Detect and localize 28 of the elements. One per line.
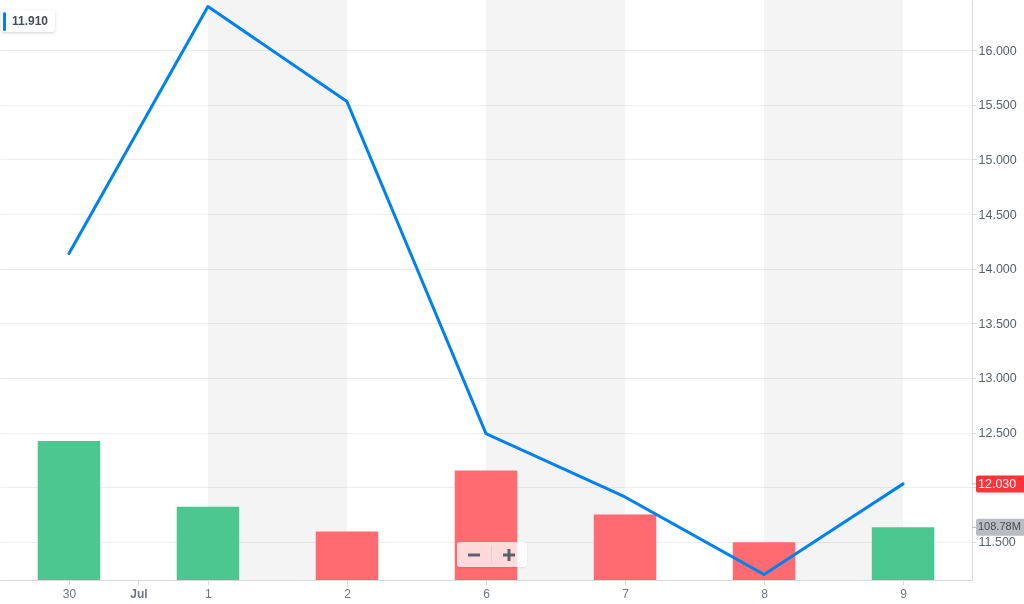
y-tick-label: 12.030 [978, 476, 1017, 491]
text: Jul [130, 586, 148, 601]
y-tick-label: 13.500 [978, 316, 1017, 331]
x-tick-label: 8 [761, 586, 769, 601]
x-tick-label: 2 [344, 586, 352, 601]
bar [176, 506, 240, 580]
bar [37, 440, 101, 580]
label-box: 11.910 [1, 10, 56, 32]
bar [871, 527, 935, 580]
y-tick-label: 16.000 [978, 43, 1017, 58]
x-tick-label: 9 [900, 586, 908, 601]
x-tick-label: 6 [483, 586, 491, 601]
bar [732, 542, 796, 580]
x-tick-label: 7 [622, 586, 630, 601]
bar [315, 531, 379, 580]
x-tick-label: 1 [205, 586, 213, 601]
y-tick-label: 14.500 [978, 207, 1017, 222]
y2-tick-label: 108.78M [978, 520, 1021, 533]
y-tick-label: 13.000 [978, 371, 1017, 386]
y-tick-label: 11.500 [978, 535, 1016, 550]
y-tick-label: 15.000 [978, 152, 1017, 167]
y-tick-label: 14.000 [978, 262, 1017, 277]
annotation: 11.910 [12, 14, 49, 28]
line-series [67, 5, 905, 577]
y-tick-label: 12.500 [978, 426, 1017, 441]
y-tick-label: 15.500 [978, 98, 1017, 113]
bar [593, 514, 657, 580]
x-tick-label: 30 [62, 586, 77, 601]
